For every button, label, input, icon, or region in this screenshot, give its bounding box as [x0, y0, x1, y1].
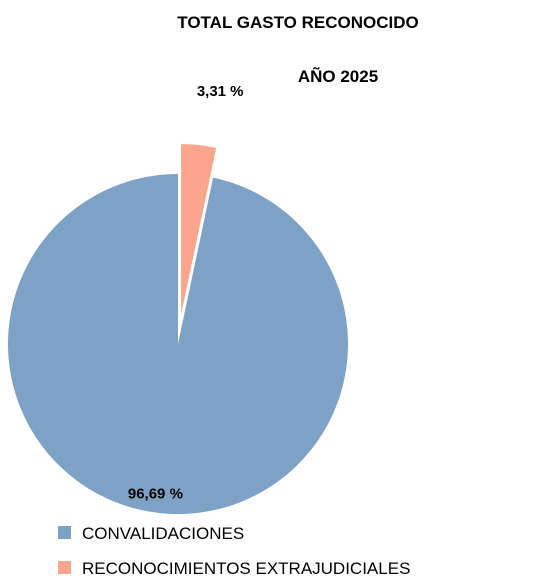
legend-label-convalidaciones: CONVALIDACIONES [82, 524, 244, 543]
pie-slice-reconocimientos-extrajudiciales [181, 144, 217, 315]
data-labels: 96,69 % 3,31 % [128, 83, 244, 503]
chart-title: TOTAL GASTO RECONOCIDO [177, 13, 418, 32]
legend: CONVALIDACIONES RECONOCIMIENTOS EXTRAJUDI… [58, 524, 410, 578]
legend-label-reconocimientos-extrajudiciales: RECONOCIMIENTOS EXTRAJUDICIALES [82, 559, 410, 578]
data-label-convalidaciones: 96,69 % [128, 486, 183, 503]
pie-slices [8, 144, 349, 515]
chart-subtitle: AÑO 2025 [298, 66, 378, 86]
pie-slice-convalidaciones [8, 174, 349, 515]
legend-swatch-reconocimientos-extrajudiciales [58, 561, 71, 574]
legend-swatch-convalidaciones [58, 526, 71, 539]
data-label-reconocimientos-extrajudiciales: 3,31 % [197, 83, 244, 100]
